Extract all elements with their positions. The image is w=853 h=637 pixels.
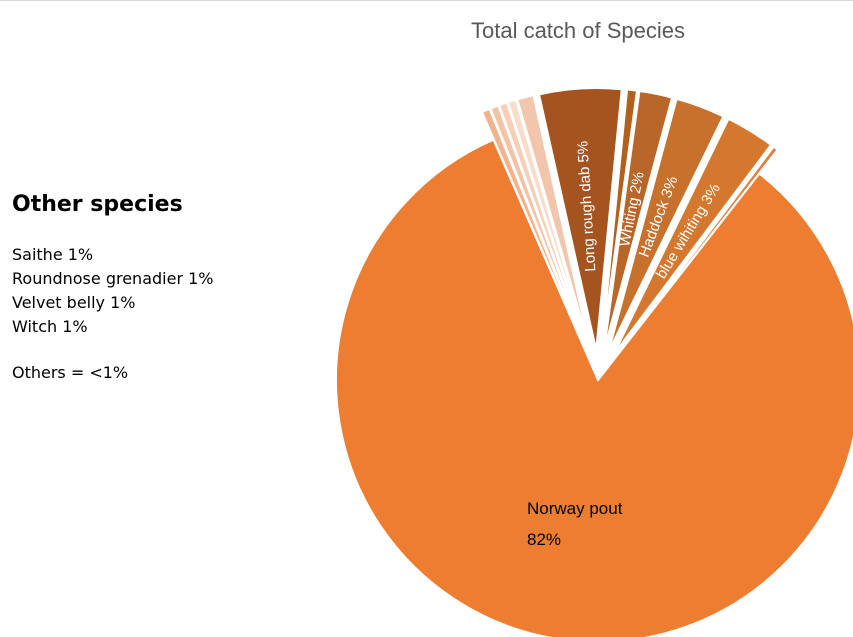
- other-species-item: Roundnose grenadier 1%: [12, 269, 214, 288]
- pie-slice-minor-11: [615, 145, 779, 357]
- pie-slice-blue-wihiting: [612, 117, 773, 356]
- other-species-item: Saithe 1%: [12, 245, 94, 264]
- other-species-panel: Other species Saithe 1% Roundnose grenad…: [12, 192, 213, 382]
- others-note: Others = <1%: [12, 363, 129, 382]
- pie-slice-minor-4: [506, 98, 591, 352]
- pie-slice-whiting: [602, 89, 674, 351]
- pie-slice-norway-pout: [335, 138, 853, 637]
- pie-slice-minor-7: [600, 88, 639, 351]
- other-species-list: Saithe 1% Roundnose grenadier 1% Velvet …: [12, 243, 213, 339]
- main-slice-label-name: Norway pout: [527, 499, 623, 518]
- main-slice-label-value: 82%: [527, 530, 561, 549]
- pie-slice-minor-5: [516, 94, 592, 352]
- chart-title: Total catch of Species: [471, 18, 685, 43]
- other-species-item: Velvet belly 1%: [12, 293, 136, 312]
- top-border: [0, 0, 853, 1]
- pie-slice-long-rough-dab: [537, 87, 623, 351]
- other-species-item: Witch 1%: [12, 317, 88, 336]
- other-species-heading: Other species: [12, 192, 183, 217]
- pie-slice-haddock: [607, 97, 725, 353]
